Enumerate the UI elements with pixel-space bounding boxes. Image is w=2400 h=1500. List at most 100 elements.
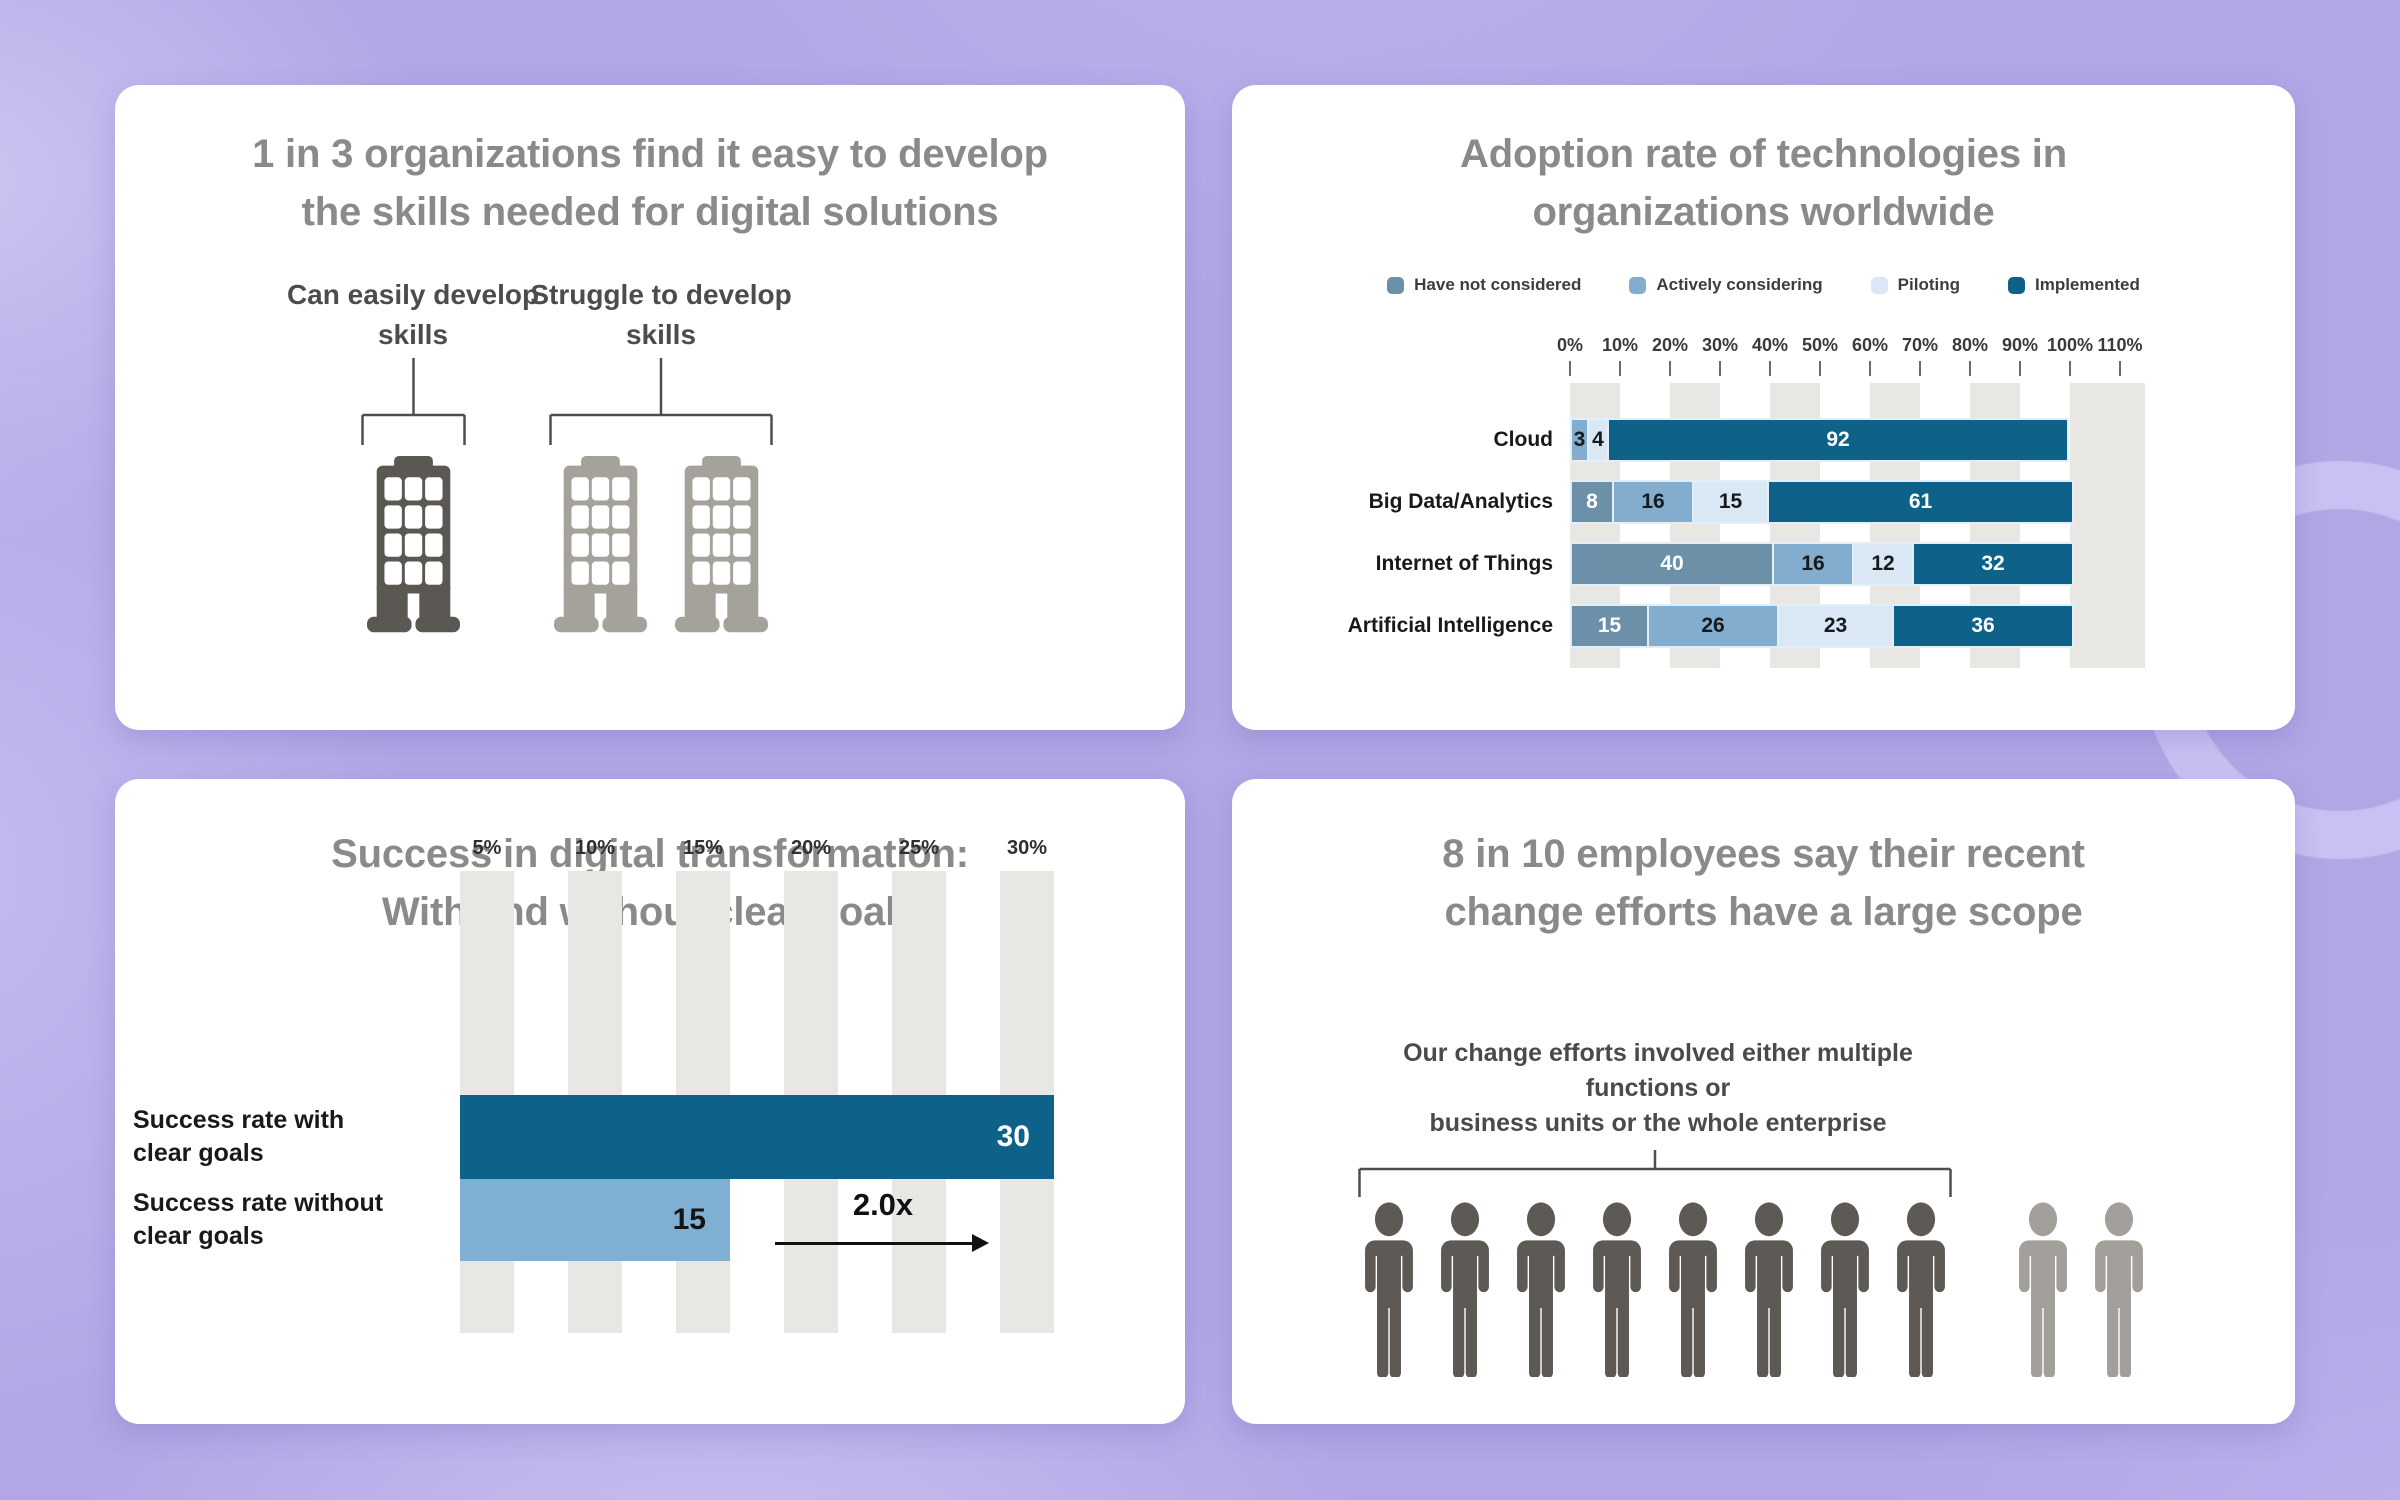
- axis-label-25: 25%: [898, 837, 940, 859]
- segment-value: 8: [1586, 490, 1598, 513]
- building-icon: [366, 456, 460, 633]
- segment-value: 3: [1573, 428, 1586, 451]
- group-bracket-can-easily-develop: [360, 357, 466, 452]
- person-icon: [1365, 1202, 1413, 1377]
- arrow-head-icon: [972, 1234, 989, 1252]
- person-icon: [1745, 1202, 1793, 1377]
- person-highlighted-4: [1586, 1201, 1648, 1377]
- axis-label-50: 50%: [1801, 335, 1839, 355]
- axis-label-60: 60%: [1851, 335, 1889, 355]
- adoption-legend: Have not considered Actively considering P…: [1232, 275, 2295, 295]
- axis-label-80: 80%: [1951, 335, 1989, 355]
- adoption-title-line-2: organizations worldwide: [1532, 190, 1995, 234]
- axis-label-15: 15%: [682, 837, 724, 859]
- legend-label-implemented: Implemented: [2034, 275, 2140, 294]
- person-other-1: [2012, 1201, 2074, 1377]
- segment-big-data-analytics-actively_considering: 16: [1612, 482, 1692, 522]
- skills-title: 1 in 3 organizations find it easy to dev…: [115, 125, 1185, 241]
- segment-value: 12: [1871, 552, 1895, 575]
- axis-tick-80: [1969, 361, 1971, 376]
- segment-internet-of-things-piloting: 12: [1852, 544, 1912, 584]
- legend-label-not_considered: Have not considered: [1414, 275, 1582, 294]
- person-highlighted-3: [1510, 1201, 1572, 1377]
- segment-big-data-analytics-piloting: 15: [1692, 482, 1767, 522]
- card-scope: 8 in 10 employees say their recent change…: [1232, 779, 2295, 1424]
- axis-tick-10: [1619, 361, 1621, 376]
- legend-label-piloting: Piloting: [1897, 275, 1960, 294]
- segment-value: 61: [1908, 490, 1933, 513]
- axis-label-30: 30%: [1006, 837, 1048, 859]
- people-row: [1358, 1201, 2295, 1377]
- grid-stripe: [2070, 383, 2145, 668]
- axis-label-30: 30%: [1701, 335, 1739, 355]
- axis-tick-70: [1919, 361, 1921, 376]
- segment-artificial-intelligence-implemented: 36: [1892, 606, 2072, 646]
- person-icon: [2095, 1202, 2143, 1377]
- arrow-line: [775, 1242, 977, 1245]
- success-bar-label-with-clear-goals-line-1: Success rate with: [133, 1106, 345, 1134]
- bracket-icon: [1358, 1150, 1952, 1197]
- group-label-can-easily-develop-line-2: skills: [377, 319, 449, 350]
- axis-label-20: 20%: [1651, 335, 1689, 355]
- legend-swatch-implemented: [2007, 276, 2025, 294]
- row-label-big-data-analytics: Big Data/Analytics: [1368, 490, 1553, 513]
- adoption-title-line-1: Adoption rate of technologies in: [1460, 132, 2067, 176]
- adoption-plot: 0% 10% 20% 30% 40% 50% 60% 70% 80% 90% 100% 110% Clo…: [1348, 335, 2145, 680]
- skills-groups: Can easily develop skills Struggle to dev…: [115, 275, 1185, 640]
- segment-artificial-intelligence-actively_considering: 26: [1647, 606, 1777, 646]
- scope-subtitle-line-2: business units or the whole enterprise: [1429, 1109, 1887, 1137]
- axis-label-10: 10%: [574, 837, 616, 859]
- segment-internet-of-things-actively_considering: 16: [1772, 544, 1852, 584]
- segment-value: 92: [1826, 428, 1850, 451]
- person-highlighted-2: [1434, 1201, 1496, 1377]
- person-icon: [1897, 1202, 1945, 1377]
- segment-big-data-analytics-implemented: 61: [1767, 482, 2072, 522]
- buildings-row-can-easily-develop: [365, 456, 462, 640]
- bar-cloud: 3 4 92: [1570, 418, 2069, 462]
- axis-label-5: 5%: [472, 837, 502, 859]
- axis-tick-30: [1719, 361, 1721, 376]
- legend-item-not_considered: Have not considered: [1387, 275, 1581, 295]
- skills-group-can-easily-develop: Can easily develop skills: [287, 275, 539, 640]
- building-icon: [554, 456, 647, 633]
- axis-tick-20: [1669, 361, 1671, 376]
- axis-label-70: 70%: [1901, 335, 1939, 355]
- segment-cloud-actively_considering: 3: [1572, 420, 1587, 460]
- row-label-internet-of-things: Internet of Things: [1375, 552, 1553, 575]
- success-bar-label-with-clear-goals: Success rate with clear goals: [133, 1104, 443, 1170]
- person-icon: [1593, 1202, 1641, 1377]
- skills-group-struggle-to-develop: Struggle to develop skills: [530, 275, 792, 640]
- card-success: Success in digital transformation: With a…: [115, 779, 1185, 1424]
- scope-bracket: [1358, 1149, 2295, 1199]
- row-label-artificial-intelligence: Artificial Intelligence: [1347, 614, 1553, 637]
- legend-swatch-actively_considering: [1629, 276, 1647, 294]
- segment-internet-of-things-not_considered: 40: [1572, 544, 1772, 584]
- group-label-struggle-to-develop-line-2: skills: [625, 319, 697, 350]
- group-label-can-easily-develop-line-1: Can easily develop: [286, 279, 540, 310]
- segment-value: 16: [1801, 552, 1825, 575]
- group-bracket-struggle-to-develop: [549, 357, 773, 452]
- axis-label-0: 0%: [1556, 335, 1583, 355]
- scope-subtitle-line-1: Our change efforts involved either multi…: [1403, 1039, 1913, 1102]
- bar-internet-of-things: 40 16 12 32: [1570, 542, 2074, 586]
- legend-item-piloting: Piloting: [1870, 275, 1960, 295]
- bracket-icon: [549, 358, 773, 445]
- success-bar-without-clear-goals: 15: [460, 1179, 730, 1261]
- axis-label-110: 110%: [2097, 335, 2143, 355]
- skills-title-line-2: the skills needed for digital solutions: [301, 190, 999, 234]
- axis-tick-110: [2119, 361, 2121, 376]
- adoption-chart: 0% 10% 20% 30% 40% 50% 60% 70% 80% 90% 100% 110% Clo…: [1348, 335, 2145, 680]
- bar-artificial-intelligence: 15 26 23 36: [1570, 604, 2074, 648]
- segment-value: 26: [1701, 614, 1725, 637]
- group-label-can-easily-develop: Can easily develop skills: [287, 275, 539, 355]
- axis-label-20: 20%: [790, 837, 832, 859]
- bar-big-data-analytics: 8 16 15 61: [1570, 480, 2074, 524]
- success-title-line-1: Success in digital transformation:: [331, 832, 969, 876]
- scope-title-line-1: 8 in 10 employees say their recent: [1442, 832, 2085, 876]
- person-highlighted-6: [1738, 1201, 1800, 1377]
- segment-value: 32: [1981, 552, 2005, 575]
- person-icon: [2019, 1202, 2067, 1377]
- axis-tick-0: [1569, 361, 1571, 376]
- scope-subtitle: Our change efforts involved either multi…: [1358, 1036, 1958, 1141]
